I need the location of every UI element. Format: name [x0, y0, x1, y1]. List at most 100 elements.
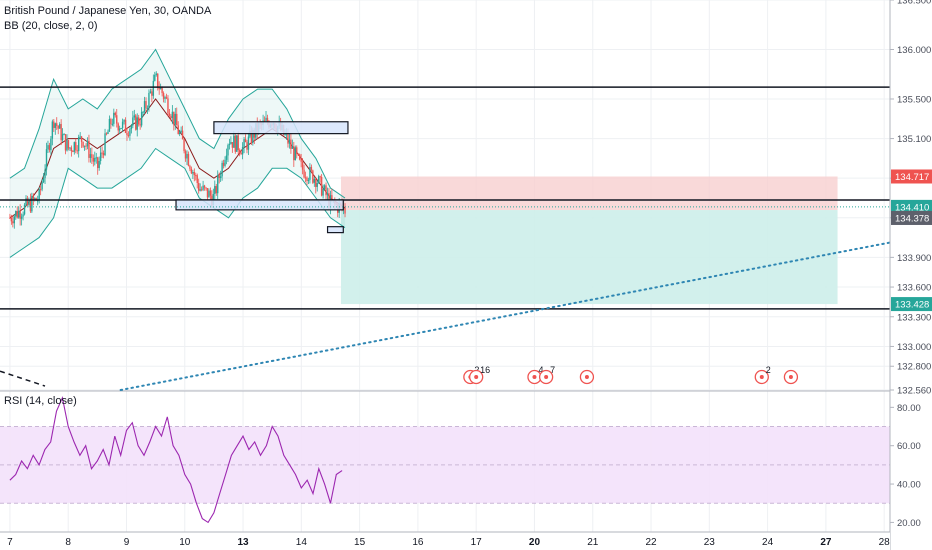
time-tick-label-6: 15 [354, 537, 366, 548]
candle-body [158, 88, 160, 90]
candle-body [316, 182, 318, 187]
event-marker-1[interactable]: 16 [469, 365, 491, 385]
candle-body [79, 136, 81, 138]
indicator-title[interactable]: BB (20, close, 2, 0) [4, 20, 98, 32]
target-price-tag-bg [891, 297, 932, 312]
main-legend: British Pound / Japanese Yen, 30, OANDA … [4, 4, 211, 34]
candle-body [64, 134, 67, 151]
stop-price-tag: 134.717 [895, 172, 929, 183]
candle-body [92, 157, 95, 162]
stop-price-tag-bg [891, 169, 932, 184]
candle-body [146, 108, 149, 110]
price-tick-label-1: 136.000 [897, 45, 931, 56]
price-tick-label-9: 133.000 [897, 342, 931, 353]
candle-body [173, 111, 175, 125]
candle-body [219, 176, 222, 178]
candle-body [313, 178, 316, 183]
price-axis[interactable]: 136.500136.000135.500135.100134.700134.3… [889, 0, 932, 550]
short-position-tool[interactable] [340, 176, 838, 305]
candle-body [56, 123, 58, 126]
candle-body [195, 175, 197, 177]
rsi-legend: RSI (14, close) [4, 394, 77, 409]
candle-body [83, 145, 86, 147]
candle-body [12, 221, 14, 224]
candle-body [252, 129, 254, 143]
dotted-trendline [119, 241, 891, 391]
rectangle-zone-1 [175, 199, 344, 211]
event-dot [788, 375, 793, 379]
candle-body [309, 166, 311, 180]
candle-body [110, 119, 112, 125]
candle-body [13, 216, 16, 224]
time-tick-label-0: 7 [7, 537, 13, 548]
candle-body [307, 179, 310, 181]
candle-body [137, 117, 140, 125]
candle-body [241, 147, 244, 155]
candle-body [113, 112, 115, 124]
time-axis[interactable]: 7 8 9 10 13 14 15 16 17 20 21 22 23 24 27 28 [0, 531, 890, 550]
candle-body [243, 139, 245, 148]
event-count: 16 [480, 365, 490, 375]
candle-body [181, 130, 184, 140]
current-price-tag: 134.410 [895, 202, 929, 213]
candle-body [237, 135, 239, 151]
candle-body [45, 149, 48, 170]
event-dot [584, 375, 589, 379]
rsi-title[interactable]: RSI (14, close) [4, 395, 77, 407]
candle-body [234, 135, 236, 152]
candle-body [344, 207, 346, 214]
event-count: 4 [538, 365, 543, 375]
candle-body [171, 111, 174, 119]
candle-body [19, 210, 21, 219]
candle-body [25, 198, 27, 205]
candle-body [310, 166, 313, 171]
candle-body [320, 176, 323, 196]
time-tick-label-7: 16 [412, 537, 424, 548]
candle-body [265, 117, 267, 121]
candle-body [209, 190, 212, 196]
event-marker-4[interactable] [579, 369, 595, 385]
candle-body [297, 153, 299, 155]
candle-body [263, 120, 266, 122]
candle-body [129, 129, 131, 136]
candle-body [86, 140, 89, 147]
candle-body [107, 131, 109, 135]
candle-body [50, 138, 52, 151]
candle-body [323, 185, 326, 189]
rectangle-zone-0 [213, 121, 349, 135]
event-dot [532, 375, 537, 379]
event-marker-3[interactable]: 7 [538, 365, 556, 385]
candle-body [217, 175, 219, 194]
candle-body [111, 123, 114, 125]
candle-body [108, 119, 111, 132]
symbol-title[interactable]: British Pound / Japanese Yen, 30, OANDA [4, 5, 212, 17]
candle-body [196, 175, 198, 183]
candle-body [53, 121, 55, 128]
rsi-pane [0, 395, 890, 524]
candle-body [183, 139, 185, 152]
candle-body [20, 216, 23, 219]
dashed-line-left [0, 370, 46, 387]
candle-body [22, 214, 24, 217]
candle-body [117, 123, 119, 131]
economic-events[interactable]: 216472 [463, 365, 799, 385]
drawing-tools[interactable] [0, 86, 891, 391]
candle-body [236, 135, 238, 152]
candle-body [284, 133, 286, 135]
candle-body [9, 217, 11, 219]
candle-body [116, 115, 118, 124]
candle-body [102, 153, 105, 156]
event-marker-5[interactable]: 2 [754, 365, 771, 385]
candle-body [32, 196, 35, 201]
rsi-line [9, 395, 343, 524]
candle-body [42, 178, 45, 183]
candle-body [203, 185, 206, 188]
candle-body [75, 142, 77, 151]
event-marker-6[interactable] [783, 369, 799, 385]
candle-body [114, 112, 116, 116]
candle-body [38, 189, 40, 201]
event-dot [544, 375, 549, 379]
candle-body [152, 80, 155, 96]
rsi-tick-label-2: 40.00 [897, 480, 921, 491]
